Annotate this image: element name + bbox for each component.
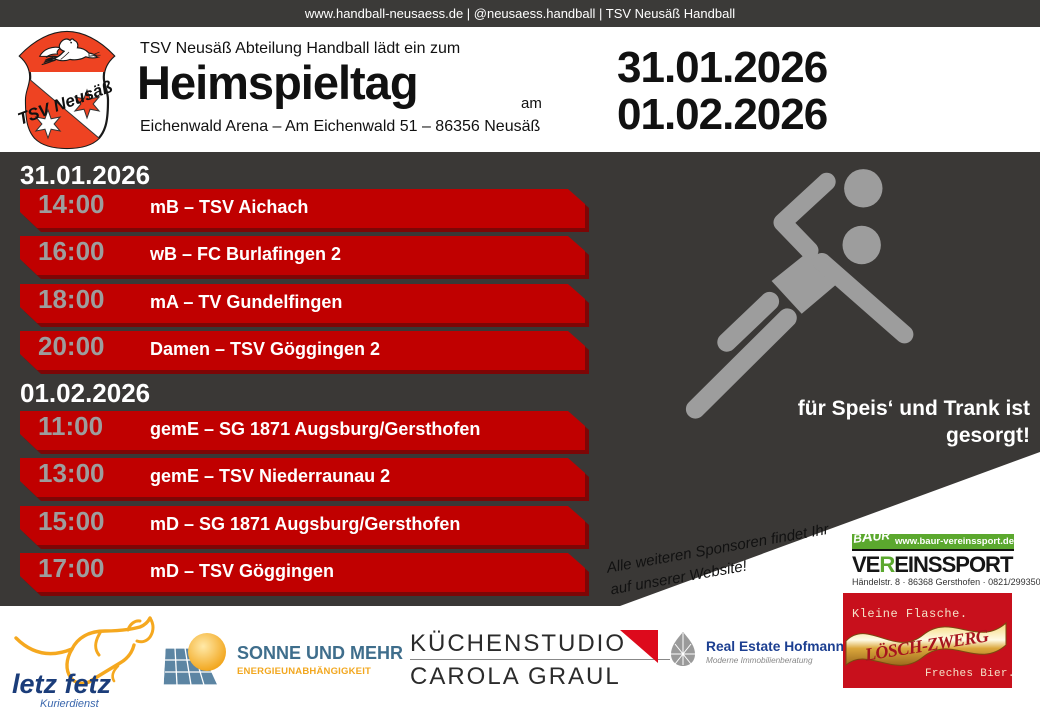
svg-text:Real Estate Hofmann: Real Estate Hofmann [706, 639, 844, 654]
svg-text:LÖSCH-ZWERG: LÖSCH-ZWERG [862, 625, 990, 664]
svg-text:Moderne Immobilienberatung: Moderne Immobilienberatung [706, 656, 813, 665]
svg-text:ENERGIEUNABHÄNGIGKEIT: ENERGIEUNABHÄNGIGKEIT [237, 666, 371, 677]
svg-text:SONNE UND MEHR: SONNE UND MEHR [237, 643, 403, 663]
svg-text:Kurierdienst: Kurierdienst [40, 698, 100, 708]
svg-text:letz fetz: letz fetz [12, 669, 112, 699]
